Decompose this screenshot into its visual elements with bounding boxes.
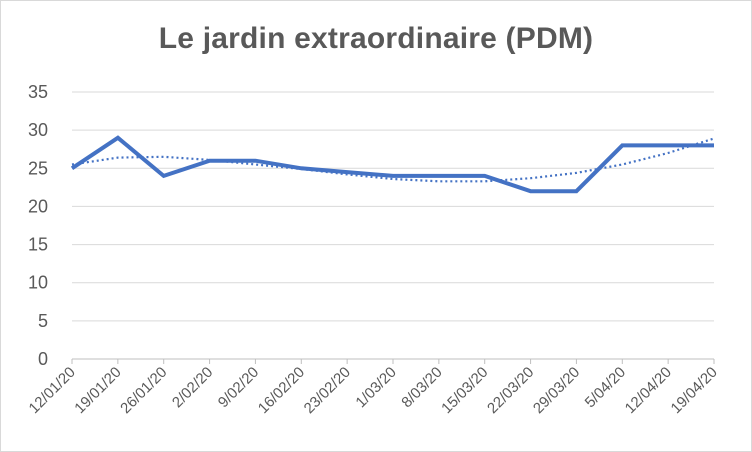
series-lines — [70, 135, 715, 194]
x-tick-label-11: 29/03/20 — [530, 364, 583, 417]
x-tick-label-13: 12/04/20 — [622, 364, 675, 417]
y-tick-label-10: 10 — [28, 273, 48, 293]
x-axis-tick-labels: 12/01/2019/01/2026/01/202/02/209/02/2016… — [26, 364, 721, 417]
y-tick-label-20: 20 — [28, 196, 48, 216]
x-axis — [71, 358, 715, 364]
x-tick-label-3: 2/02/20 — [169, 364, 216, 411]
x-tick-label-0: 12/01/20 — [26, 364, 79, 417]
x-tick-label-9: 15/03/20 — [438, 364, 491, 417]
x-tick-label-2: 26/01/20 — [117, 364, 170, 417]
y-tick-label-25: 25 — [28, 158, 48, 178]
x-tick-label-7: 1/03/20 — [352, 364, 399, 411]
y-tick-label-5: 5 — [38, 311, 48, 331]
y-tick-label-0: 0 — [38, 349, 48, 369]
chart-title: Le jardin extraordinaire (PDM) — [158, 22, 594, 55]
x-tick-label-1: 19/01/20 — [71, 364, 124, 417]
gridlines — [72, 91, 714, 322]
x-tick-label-5: 16/02/20 — [255, 364, 308, 417]
y-tick-label-30: 30 — [28, 120, 48, 140]
x-tick-label-10: 22/03/20 — [484, 364, 537, 417]
x-tick-label-6: 23/02/20 — [301, 364, 354, 417]
y-axis-tick-labels: 0 5 10 15 20 25 30 35 — [28, 82, 48, 369]
data-series-line — [70, 135, 714, 194]
x-tick-label-14: 19/04/20 — [668, 364, 721, 417]
y-tick-label-35: 35 — [28, 82, 48, 102]
y-tick-label-15: 15 — [28, 235, 48, 255]
